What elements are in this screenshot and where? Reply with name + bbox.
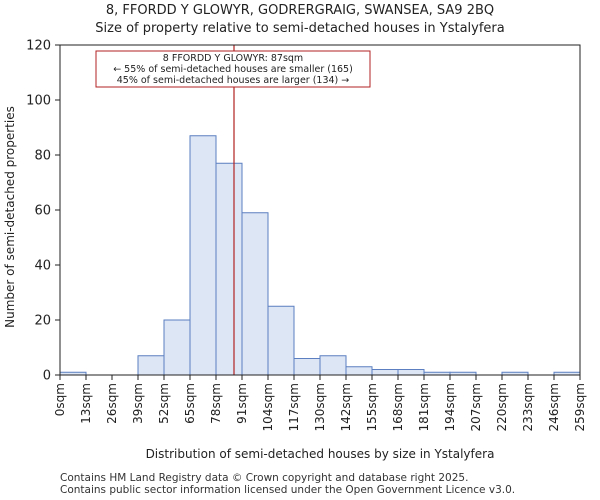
annotation-line-2: ← 55% of semi-detached houses are smalle… — [113, 64, 353, 75]
x-tick-label-207sqm: 207sqm — [469, 383, 483, 431]
annotation-box — [95, 50, 371, 88]
x-tick-label-259sqm: 259sqm — [573, 383, 587, 431]
x-tick-label-246sqm: 246sqm — [547, 383, 561, 431]
bar-65sqm — [189, 135, 217, 376]
y-tick-label-80: 80 — [34, 149, 51, 164]
annotation-group: 8 FFORDD Y GLOWYR: 87sqm← 55% of semi-de… — [95, 50, 371, 88]
bar-168sqm — [397, 369, 425, 376]
bar-91sqm — [241, 212, 269, 376]
attribution-line-1: Contains HM Land Registry data © Crown c… — [60, 472, 469, 484]
chart-title: 8, FFORDD Y GLOWYR, GODRERGRAIG, SWANSEA… — [105, 3, 495, 18]
bars-group — [59, 135, 581, 376]
x-tick-label-78sqm: 78sqm — [209, 383, 223, 424]
plot-frame — [59, 44, 581, 376]
y-tick-label-20: 20 — [34, 314, 51, 329]
x-tick-label-181sqm: 181sqm — [417, 383, 431, 431]
x-tick-label-26sqm: 26sqm — [105, 383, 119, 424]
annotation-line-3: 45% of semi-detached houses are larger (… — [117, 75, 350, 86]
x-tick-label-65sqm: 65sqm — [183, 383, 197, 424]
x-tick-label-130sqm: 130sqm — [313, 383, 327, 431]
attribution-line-2: Contains public sector information licen… — [60, 484, 516, 496]
x-tick-label-233sqm: 233sqm — [521, 383, 535, 431]
x-tick-label-117sqm: 117sqm — [287, 383, 301, 431]
x-tick-label-39sqm: 39sqm — [131, 383, 145, 424]
attribution-footer: Contains HM Land Registry data © Crown c… — [60, 472, 515, 496]
x-tick-label-104sqm: 104sqm — [261, 383, 275, 431]
chart-title-block: 8, FFORDD Y GLOWYR, GODRERGRAIG, SWANSEA… — [0, 2, 600, 38]
chart-subtitle: Size of property relative to semi-detach… — [95, 21, 505, 36]
x-tick-label-0sqm: 0sqm — [53, 383, 67, 416]
bar-52sqm — [163, 319, 191, 376]
x-tick-label-52sqm: 52sqm — [157, 383, 171, 424]
axes-group: 0 20 40 60 80 100 120 0sqm 13sqm 26sqm 39sqm 52sqm 6… — [26, 39, 587, 432]
x-tick-label-155sqm: 155sqm — [365, 383, 379, 431]
y-tick-label-100: 100 — [26, 94, 51, 109]
bar-39sqm — [137, 355, 165, 376]
x-tick-label-13sqm: 13sqm — [79, 383, 93, 424]
y-axis-label: Number of semi-detached properties — [3, 106, 17, 328]
bar-117sqm — [293, 358, 321, 376]
y-tick-label-0: 0 — [43, 369, 51, 384]
x-tick-label-142sqm: 142sqm — [339, 383, 353, 431]
bar-104sqm — [267, 305, 295, 376]
x-tick-label-168sqm: 168sqm — [391, 383, 405, 431]
y-tick-label-60: 60 — [34, 204, 51, 219]
annotation-line-1: 8 FFORDD Y GLOWYR: 87sqm — [163, 53, 303, 64]
bar-130sqm — [319, 355, 347, 376]
bar-142sqm — [345, 366, 373, 376]
x-tick-label-194sqm: 194sqm — [443, 383, 457, 431]
x-tick-label-91sqm: 91sqm — [235, 383, 249, 424]
bar-155sqm — [371, 369, 399, 376]
bar-78sqm — [215, 162, 243, 376]
x-axis-label: Distribution of semi-detached houses by … — [146, 447, 495, 461]
y-tick-label-40: 40 — [34, 259, 51, 274]
x-tick-label-220sqm: 220sqm — [495, 383, 509, 431]
y-tick-label-120: 120 — [26, 39, 51, 54]
